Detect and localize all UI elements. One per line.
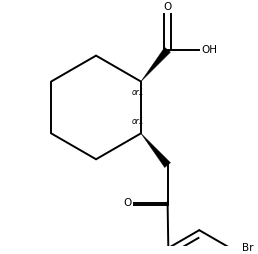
Text: O: O bbox=[124, 198, 132, 208]
Polygon shape bbox=[141, 133, 171, 168]
Text: OH: OH bbox=[201, 45, 217, 55]
Polygon shape bbox=[141, 47, 171, 82]
Text: or1: or1 bbox=[132, 117, 144, 126]
Text: Br: Br bbox=[242, 243, 253, 253]
Text: or1: or1 bbox=[132, 88, 144, 98]
Text: O: O bbox=[164, 2, 172, 12]
